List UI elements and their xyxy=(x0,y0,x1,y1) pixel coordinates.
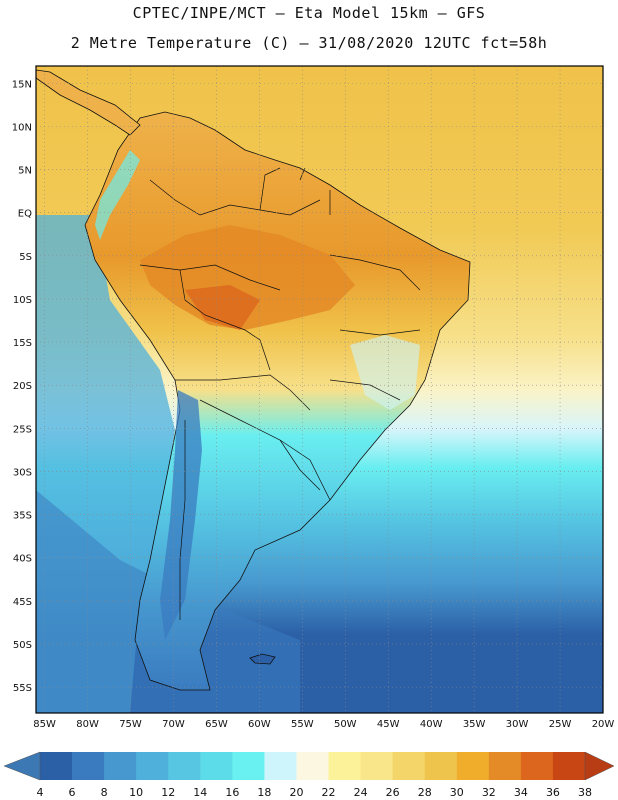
latitude-label: 10N xyxy=(12,122,32,133)
color-scale-bar: 4 6 8 10 12 14 16 18 20 22 24 26 28 30 32 34 36 38 xyxy=(3,751,615,799)
color-scale-label: 20 xyxy=(289,786,303,799)
latitude-label: 25S xyxy=(13,424,32,435)
andes-south-cold xyxy=(160,390,202,640)
color-scale-swatch xyxy=(424,752,458,780)
color-scale-swatch xyxy=(72,752,105,780)
longitude-label: 40W xyxy=(420,719,443,730)
color-scale-label: 10 xyxy=(129,786,143,799)
color-scale-labels: 4 6 8 10 12 14 16 18 20 22 24 26 28 30 32 34 36 38 xyxy=(37,786,593,799)
color-scale-label: 34 xyxy=(514,786,528,799)
latitude-label: 10S xyxy=(13,295,32,306)
color-scale-label: 24 xyxy=(354,786,368,799)
latitude-label: EQ xyxy=(18,209,32,220)
longitude-label: 50W xyxy=(334,719,357,730)
longitude-label: 20W xyxy=(592,719,615,730)
color-scale-swatch xyxy=(488,752,522,780)
amazon-hot-region xyxy=(140,225,355,330)
color-scale-swatch xyxy=(520,752,554,780)
longitude-label: 70W xyxy=(162,719,185,730)
longitude-label: 55W xyxy=(291,719,314,730)
latitude-label: 55S xyxy=(13,683,32,694)
bolivia-hot-region xyxy=(185,285,260,330)
chart-title-line2: 2 Metre Temperature (C) – 31/08/2020 12U… xyxy=(70,34,548,52)
andes-north-cool xyxy=(95,150,140,240)
color-scale-swatch xyxy=(392,752,426,780)
map-field xyxy=(36,66,603,713)
color-scale-label: 26 xyxy=(386,786,400,799)
longitude-label: 45W xyxy=(377,719,400,730)
longitude-labels: 85W 80W 75W 70W 65W 60W 55W 50W 45W 40W 35W 30W 25W 2… xyxy=(33,719,614,730)
longitude-label: 25W xyxy=(549,719,572,730)
longitude-label: 60W xyxy=(248,719,271,730)
longitude-label: 75W xyxy=(119,719,142,730)
longitude-label: 30W xyxy=(506,719,529,730)
color-scale-label: 18 xyxy=(257,786,271,799)
color-scale-label: 6 xyxy=(69,786,76,799)
latitude-label: 5N xyxy=(18,166,32,177)
color-scale-label: 28 xyxy=(418,786,432,799)
color-scale-label: 8 xyxy=(101,786,108,799)
color-scale-label: 30 xyxy=(450,786,464,799)
latitude-label: 40S xyxy=(13,554,32,565)
color-scale-label: 14 xyxy=(193,786,207,799)
latitude-label: 15N xyxy=(12,79,32,90)
color-scale-low-arrow xyxy=(3,751,41,781)
color-scale-swatch xyxy=(360,752,394,780)
color-scale-swatch xyxy=(296,752,330,780)
brazil-highland-cool xyxy=(350,335,420,410)
color-scale-label: 36 xyxy=(546,786,560,799)
color-scale-swatch xyxy=(136,752,169,780)
longitude-label: 35W xyxy=(463,719,486,730)
color-scale-label: 38 xyxy=(578,786,592,799)
chart-title-line1: CPTEC/INPE/MCT – Eta Model 15km – GFS xyxy=(132,4,486,22)
color-scale-high-arrow xyxy=(584,751,615,781)
latitude-label: 35S xyxy=(13,511,32,522)
longitude-label: 80W xyxy=(76,719,99,730)
color-scale-swatch xyxy=(168,752,201,780)
lat-lon-grid xyxy=(36,66,603,713)
falkland-islands xyxy=(249,653,276,665)
central-america-landmass xyxy=(36,69,141,136)
country-borders xyxy=(139,167,421,620)
latitude-labels: 15N 10N 5N EQ 5S 10S 15S 20S 25S 30S 35S 40S 45S 50S 5… xyxy=(12,79,32,694)
color-scale-label: 4 xyxy=(37,786,44,799)
latitude-label: 45S xyxy=(13,597,32,608)
map-frame xyxy=(35,65,604,714)
color-scale-label: 32 xyxy=(482,786,496,799)
latitude-label: 50S xyxy=(13,640,32,651)
color-scale-swatch xyxy=(40,752,73,780)
longitude-label: 65W xyxy=(205,719,228,730)
latitude-label: 5S xyxy=(19,252,32,263)
color-scale-label: 16 xyxy=(225,786,239,799)
color-scale-swatch xyxy=(104,752,137,780)
latitude-label: 30S xyxy=(13,467,32,478)
color-scale-label: 22 xyxy=(322,786,336,799)
color-scale-swatches xyxy=(40,752,586,780)
color-scale-swatch xyxy=(232,752,265,780)
color-scale-swatch xyxy=(456,752,490,780)
color-scale-swatch xyxy=(552,752,586,780)
color-scale-swatch xyxy=(264,752,297,780)
color-scale-swatch xyxy=(328,752,362,780)
longitude-label: 85W xyxy=(33,719,56,730)
latitude-label: 15S xyxy=(13,338,32,349)
latitude-label: 20S xyxy=(13,381,32,392)
color-scale-swatch xyxy=(200,752,233,780)
color-scale-label: 12 xyxy=(161,786,175,799)
